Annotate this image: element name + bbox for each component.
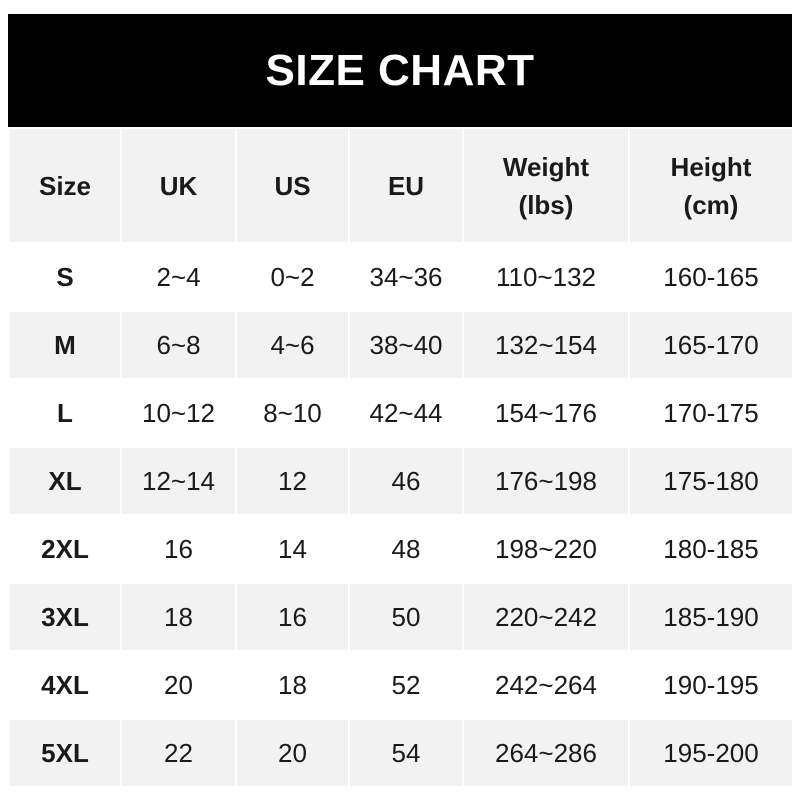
table-cell: 20 — [120, 650, 237, 720]
table-cell: 50 — [348, 582, 464, 652]
table-cell: 185-190 — [628, 582, 794, 652]
table-cell: 16 — [235, 582, 350, 652]
table-cell: 54 — [348, 718, 464, 788]
table-cell: 20 — [235, 718, 350, 788]
table-row: 4XL 20 18 52 242~264 190-195 — [8, 650, 794, 720]
table-row: 5XL 22 20 54 264~286 195-200 — [8, 718, 794, 788]
column-header: EU — [348, 127, 464, 244]
column-header-line: (cm) — [683, 189, 739, 220]
table-row: 3XL 18 16 50 220~242 185-190 — [8, 582, 794, 652]
table-cell: 48 — [348, 514, 464, 584]
table-cell: 176~198 — [462, 446, 630, 516]
size-label-cell: M — [8, 310, 122, 380]
table-cell: 0~2 — [235, 242, 350, 312]
table-cell: 220~242 — [462, 582, 630, 652]
size-label-cell: 5XL — [8, 718, 122, 788]
column-header: Weight (lbs) — [462, 127, 630, 244]
table-cell: 264~286 — [462, 718, 630, 788]
table-cell: 132~154 — [462, 310, 630, 380]
table-cell: 165-170 — [628, 310, 794, 380]
table-cell: 10~12 — [120, 378, 237, 448]
column-header-line: UK — [159, 170, 198, 201]
table-cell: 18 — [235, 650, 350, 720]
table-cell: 52 — [348, 650, 464, 720]
table-row: L 10~12 8~10 42~44 154~176 170-175 — [8, 378, 794, 448]
table-cell: 195-200 — [628, 718, 794, 788]
table-cell: 154~176 — [462, 378, 630, 448]
table-cell: 110~132 — [462, 242, 630, 312]
table-cell: 190-195 — [628, 650, 794, 720]
table-cell: 242~264 — [462, 650, 630, 720]
table-cell: 34~36 — [348, 242, 464, 312]
column-header: UK — [120, 127, 237, 244]
table-cell: 8~10 — [235, 378, 350, 448]
column-header-line: Weight — [502, 151, 590, 182]
table-row: S 2~4 0~2 34~36 110~132 160-165 — [8, 242, 794, 312]
table-row: M 6~8 4~6 38~40 132~154 165-170 — [8, 310, 794, 380]
size-label-cell: 2XL — [8, 514, 122, 584]
table-cell: 198~220 — [462, 514, 630, 584]
table-row: XL 12~14 12 46 176~198 175-180 — [8, 446, 794, 516]
table-cell: 12~14 — [120, 446, 237, 516]
table-cell: 18 — [120, 582, 237, 652]
table-cell: 180-185 — [628, 514, 794, 584]
table-cell: 6~8 — [120, 310, 237, 380]
table-cell: 16 — [120, 514, 237, 584]
chart-title: SIZE CHART — [8, 14, 792, 127]
column-header-line: US — [274, 170, 311, 201]
table-cell: 2~4 — [120, 242, 237, 312]
table-cell: 46 — [348, 446, 464, 516]
size-label-cell: 3XL — [8, 582, 122, 652]
size-label-cell: S — [8, 242, 122, 312]
table-cell: 4~6 — [235, 310, 350, 380]
table-row: 2XL 16 14 48 198~220 180-185 — [8, 514, 794, 584]
size-label-cell: L — [8, 378, 122, 448]
size-label-cell: 4XL — [8, 650, 122, 720]
header-row: Size UK US EU Weight (lbs) Height (cm) — [8, 127, 794, 244]
column-header-line: EU — [387, 170, 425, 201]
column-header: Size — [8, 127, 122, 244]
table-cell: 42~44 — [348, 378, 464, 448]
table-cell: 22 — [120, 718, 237, 788]
column-header-line: Size — [38, 170, 92, 201]
table-cell: 170-175 — [628, 378, 794, 448]
size-label-cell: XL — [8, 446, 122, 516]
table-cell: 175-180 — [628, 446, 794, 516]
column-header-line: Height — [670, 151, 752, 182]
column-header-line: (lbs) — [518, 189, 574, 220]
table-cell: 12 — [235, 446, 350, 516]
column-header: US — [235, 127, 350, 244]
size-chart-table: Size UK US EU Weight (lbs) Height (cm) S 2~4 0~2 3… — [8, 127, 794, 788]
table-cell: 160-165 — [628, 242, 794, 312]
column-header: Height (cm) — [628, 127, 794, 244]
table-cell: 38~40 — [348, 310, 464, 380]
table-cell: 14 — [235, 514, 350, 584]
